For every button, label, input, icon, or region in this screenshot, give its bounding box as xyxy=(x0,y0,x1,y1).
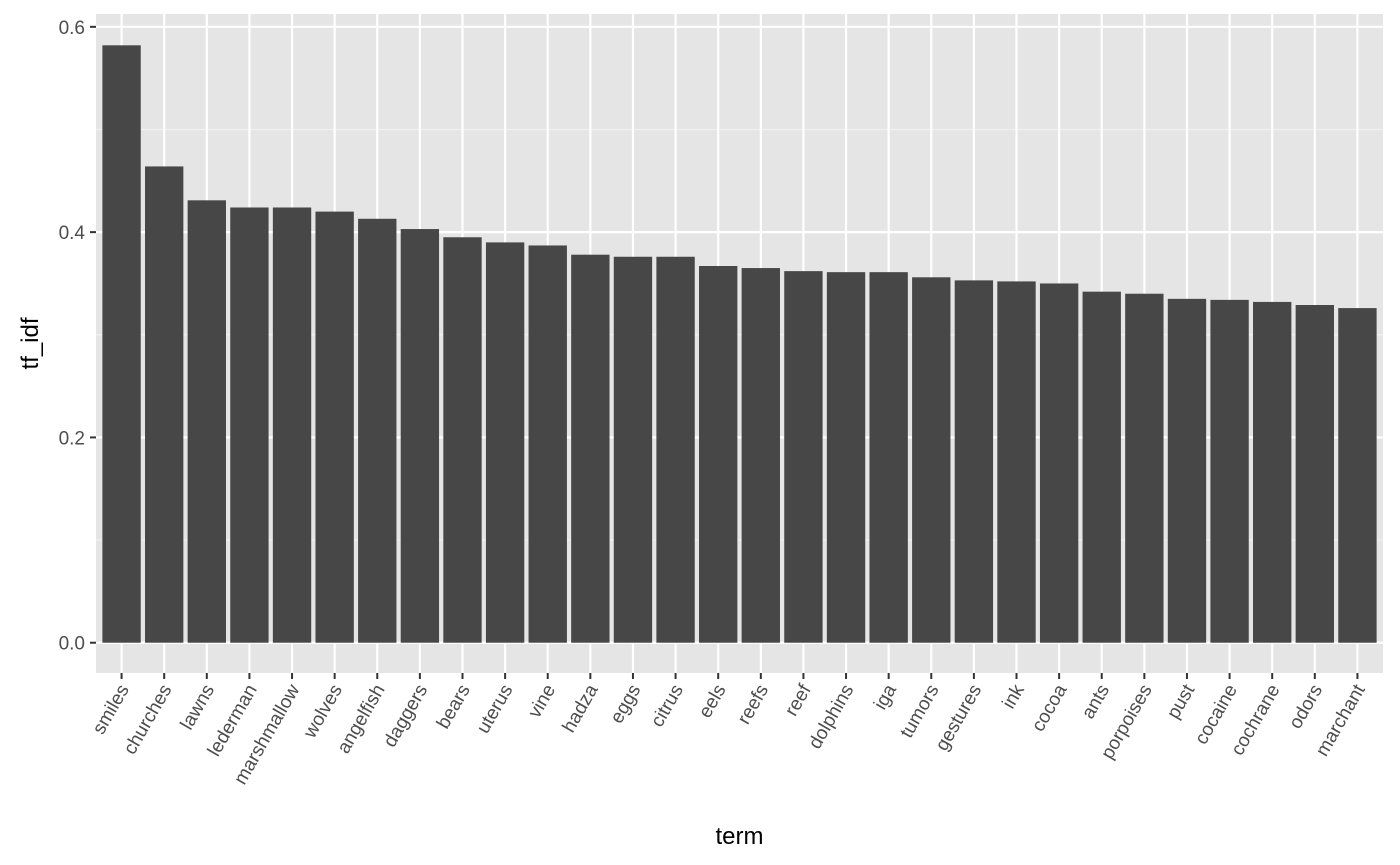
bar-vine xyxy=(528,245,567,643)
bar-churches xyxy=(145,166,184,643)
bar-dolphins xyxy=(826,272,866,643)
x-axis-title: term xyxy=(716,823,764,850)
x-tick-label: citrus xyxy=(647,681,688,731)
bar-ants xyxy=(1082,291,1121,643)
bar-lawns xyxy=(187,200,226,643)
bar-marshmallow xyxy=(272,207,312,643)
x-tick-label: smiles xyxy=(89,681,134,738)
bar-cocoa xyxy=(1039,283,1079,643)
bar-citrus xyxy=(656,256,695,643)
bar-smiles xyxy=(102,45,141,643)
y-tick-label: 0.0 xyxy=(59,634,85,655)
x-tick-label: wolves xyxy=(299,681,347,743)
bar-porpoises xyxy=(1125,293,1164,643)
x-tick-label: vine xyxy=(524,681,560,722)
y-tick-label: 0.4 xyxy=(59,223,86,244)
bar-cocaine xyxy=(1210,299,1249,643)
x-tick-label: tumors xyxy=(896,681,943,742)
x-tick-label: cocoa xyxy=(1028,681,1072,736)
x-tick-label: odors xyxy=(1285,681,1327,733)
bar-lederman xyxy=(230,207,269,643)
bar-reefs xyxy=(741,268,780,643)
x-tick-label: pust xyxy=(1163,680,1200,722)
x-tick-label: eels xyxy=(695,681,731,722)
y-axis-title: tf_idf xyxy=(17,317,44,369)
x-tick-label: reef xyxy=(781,680,816,719)
bar-daggers xyxy=(400,229,440,643)
bar-iga xyxy=(869,272,908,643)
bar-eggs xyxy=(613,256,653,643)
x-tick-label: lawns xyxy=(177,681,219,734)
x-tick-label: iga xyxy=(870,681,901,714)
bar-ink xyxy=(997,281,1036,643)
bar-reef xyxy=(784,271,823,643)
x-tick-label: bears xyxy=(433,681,475,733)
bar-uterus xyxy=(485,242,525,643)
x-tick-label: reefs xyxy=(734,681,773,728)
bar-cochrane xyxy=(1253,301,1292,643)
bar-wolves xyxy=(315,211,354,643)
bar-gestures xyxy=(954,280,994,643)
bar-marchant xyxy=(1338,308,1377,643)
y-tick-label: 0.6 xyxy=(59,18,85,39)
bar-bears xyxy=(443,237,482,643)
x-tick-label: ink xyxy=(998,681,1029,713)
bars xyxy=(102,45,1377,643)
x-tick-label: hadza xyxy=(559,681,603,737)
y-axis: 0.0 0.2 0.4 0.6 xyxy=(59,18,96,655)
x-tick-label: ants xyxy=(1078,681,1114,723)
y-tick-label: 0.2 xyxy=(59,428,85,449)
bar-pust xyxy=(1167,298,1207,643)
x-tick-label: uterus xyxy=(473,681,518,737)
bar-angelfish xyxy=(358,218,397,643)
bar-odors xyxy=(1295,305,1334,643)
bar-tumors xyxy=(912,277,951,643)
x-tick-label: eggs xyxy=(607,681,646,727)
bar-eels xyxy=(699,266,738,643)
bar-hadza xyxy=(571,254,610,643)
